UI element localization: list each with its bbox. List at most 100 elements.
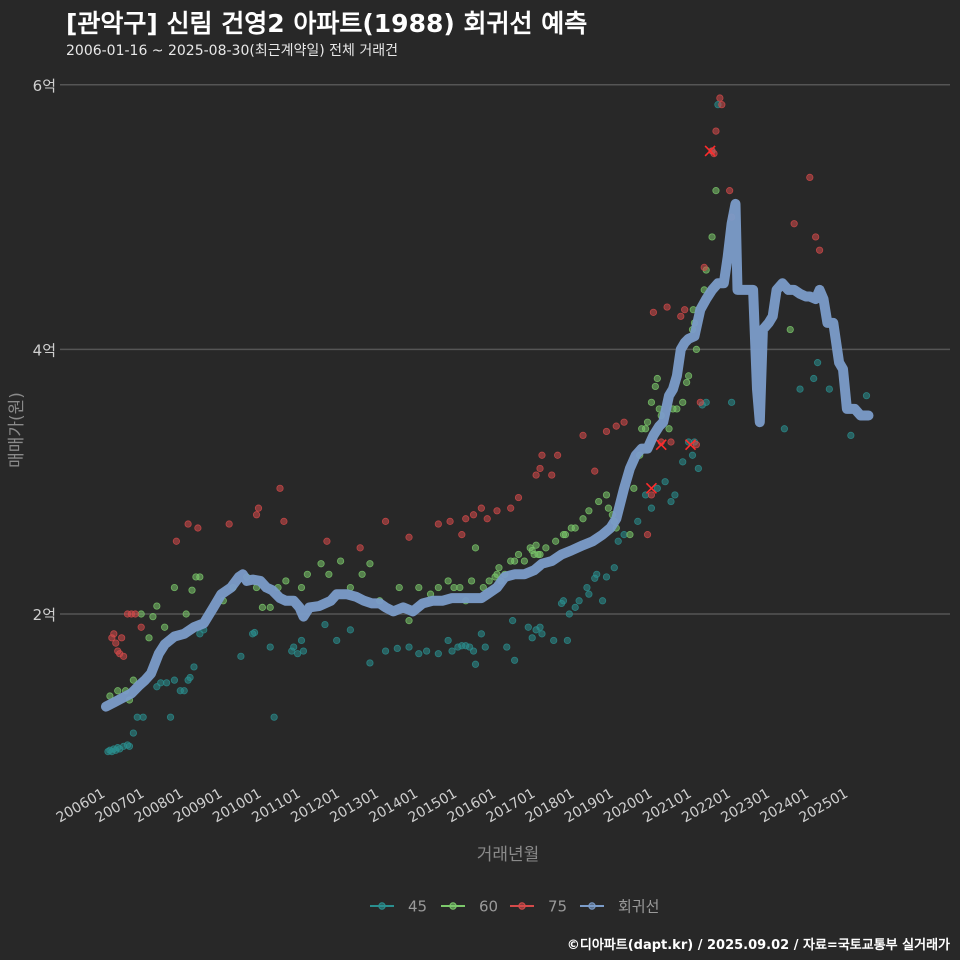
point-60: [161, 623, 169, 631]
point-75: [118, 634, 126, 642]
point-45: [559, 597, 568, 605]
point-45: [667, 497, 675, 506]
point-75: [681, 306, 689, 314]
point-75: [280, 517, 288, 525]
point-75: [137, 623, 145, 631]
point-45: [434, 650, 442, 658]
point-75: [434, 520, 442, 528]
point-60: [786, 325, 794, 334]
point-45: [614, 537, 622, 545]
point-45: [862, 392, 871, 400]
point-60: [282, 577, 290, 585]
point-75: [712, 127, 720, 135]
point-60: [520, 557, 528, 565]
point-45: [405, 643, 413, 651]
chart-subtitle: 2006-01-16 ~ 2025-08-30(최근계약일) 전체 거래건: [66, 43, 398, 59]
point-45: [166, 713, 175, 721]
point-45: [509, 617, 517, 625]
point-75: [110, 630, 118, 638]
point-60: [630, 484, 638, 492]
point-45: [381, 647, 390, 655]
point-60: [153, 602, 161, 610]
point-60: [137, 610, 145, 618]
point-60: [188, 586, 196, 594]
point-45: [180, 687, 188, 695]
point-75: [477, 504, 485, 512]
point-60: [395, 583, 403, 592]
point-60: [653, 374, 661, 383]
point-45: [299, 647, 308, 655]
point-45: [471, 660, 480, 668]
point-60: [604, 504, 613, 512]
point-45: [647, 504, 656, 512]
point-45: [528, 634, 536, 642]
point-75: [252, 511, 261, 519]
point-45: [538, 630, 546, 638]
point-45: [810, 374, 818, 383]
point-45: [129, 729, 137, 737]
point-45: [481, 643, 489, 651]
point-75: [469, 511, 478, 519]
point-60: [542, 544, 550, 552]
point-45: [571, 603, 579, 611]
point-60: [358, 570, 366, 578]
point-45: [415, 650, 423, 658]
point-45: [477, 630, 485, 638]
point-45: [250, 628, 259, 637]
regression-line: [101, 198, 874, 712]
point-45: [186, 673, 194, 682]
point-45: [575, 597, 583, 605]
point-45: [157, 679, 165, 687]
point-75: [131, 610, 139, 618]
point-75: [591, 467, 599, 475]
point-45: [293, 650, 302, 658]
point-60: [444, 577, 452, 585]
point-75: [172, 537, 180, 545]
point-45: [620, 531, 628, 539]
point-75: [462, 515, 470, 523]
point-60: [415, 583, 423, 592]
point-45: [583, 583, 591, 592]
point-45: [593, 570, 601, 578]
legend-marker-회귀선: [588, 902, 596, 910]
point-60: [673, 405, 681, 413]
point-75: [815, 246, 824, 254]
point-60: [182, 610, 190, 618]
point-60: [149, 613, 157, 621]
legend: 45 60 75 회귀선: [370, 898, 659, 916]
point-75: [184, 520, 192, 528]
point-60: [196, 573, 204, 581]
point-75: [647, 491, 656, 499]
legend-label-회귀선: 회귀선: [618, 898, 659, 916]
point-75: [254, 504, 263, 512]
point-45: [780, 425, 788, 433]
point-60: [510, 557, 519, 565]
outlier-marker: [645, 482, 658, 494]
point-45: [297, 636, 306, 645]
point-45: [565, 610, 573, 618]
x-axis-label: 거래년월: [477, 845, 540, 865]
point-75: [538, 451, 546, 459]
point-45: [536, 623, 544, 631]
point-60: [684, 372, 693, 380]
point-45: [796, 385, 804, 393]
point-75: [579, 431, 587, 439]
point-60: [679, 398, 687, 406]
point-75: [718, 101, 726, 109]
point-45: [163, 679, 171, 687]
legend-label-75: 75: [548, 898, 567, 916]
point-45: [448, 647, 456, 655]
point-60: [456, 583, 464, 592]
point-45: [653, 484, 661, 492]
point-60: [114, 687, 122, 695]
point-45: [585, 590, 593, 598]
point-45: [444, 636, 452, 645]
point-75: [649, 308, 658, 316]
point-45: [825, 385, 833, 393]
point-60: [595, 497, 603, 506]
source-caption: ©디아파트(dapt.kr) / 2025.09.02 / 자료=국토교통부 실…: [566, 938, 950, 953]
series-45-points: [104, 101, 871, 756]
point-60: [317, 560, 325, 568]
point-60: [712, 187, 720, 195]
point-45: [290, 643, 298, 651]
